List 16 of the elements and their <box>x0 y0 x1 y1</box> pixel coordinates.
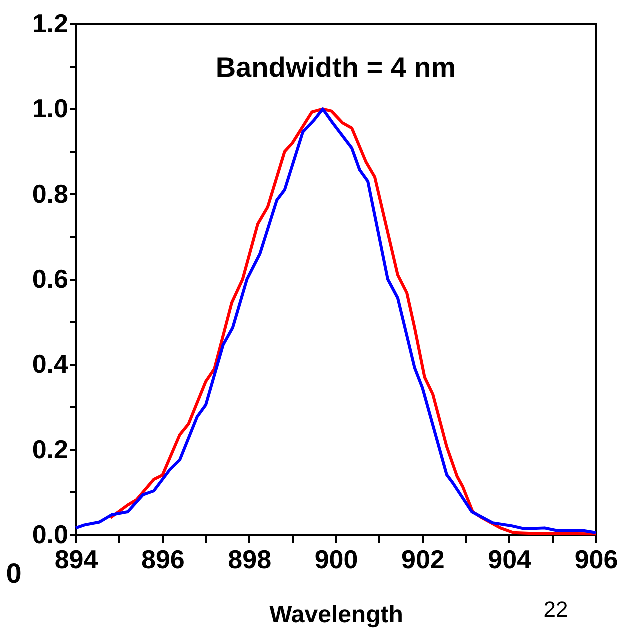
y-tick-label: 0.2 <box>32 434 68 464</box>
x-axis-title: Wavelength <box>270 602 404 628</box>
text: 22 <box>544 597 568 622</box>
y-tick-label: 1.0 <box>32 94 68 124</box>
y-tick-label: 1.2 <box>32 8 68 38</box>
text: 0 <box>6 558 22 589</box>
x-tick-label: 902 <box>401 544 445 574</box>
y-tick-label: 0.6 <box>32 264 68 294</box>
x-tick-label: 906 <box>574 544 618 574</box>
x-tick-label: 904 <box>488 544 532 574</box>
x-tick-label: 896 <box>141 544 185 574</box>
x-tick-label: 898 <box>228 544 272 574</box>
x-tick-label: 900 <box>314 544 358 574</box>
y-tick-label: 0.8 <box>32 178 68 209</box>
text: Bandwidth = 4 nm <box>216 52 456 83</box>
y-tick-label: 0.4 <box>32 349 70 380</box>
